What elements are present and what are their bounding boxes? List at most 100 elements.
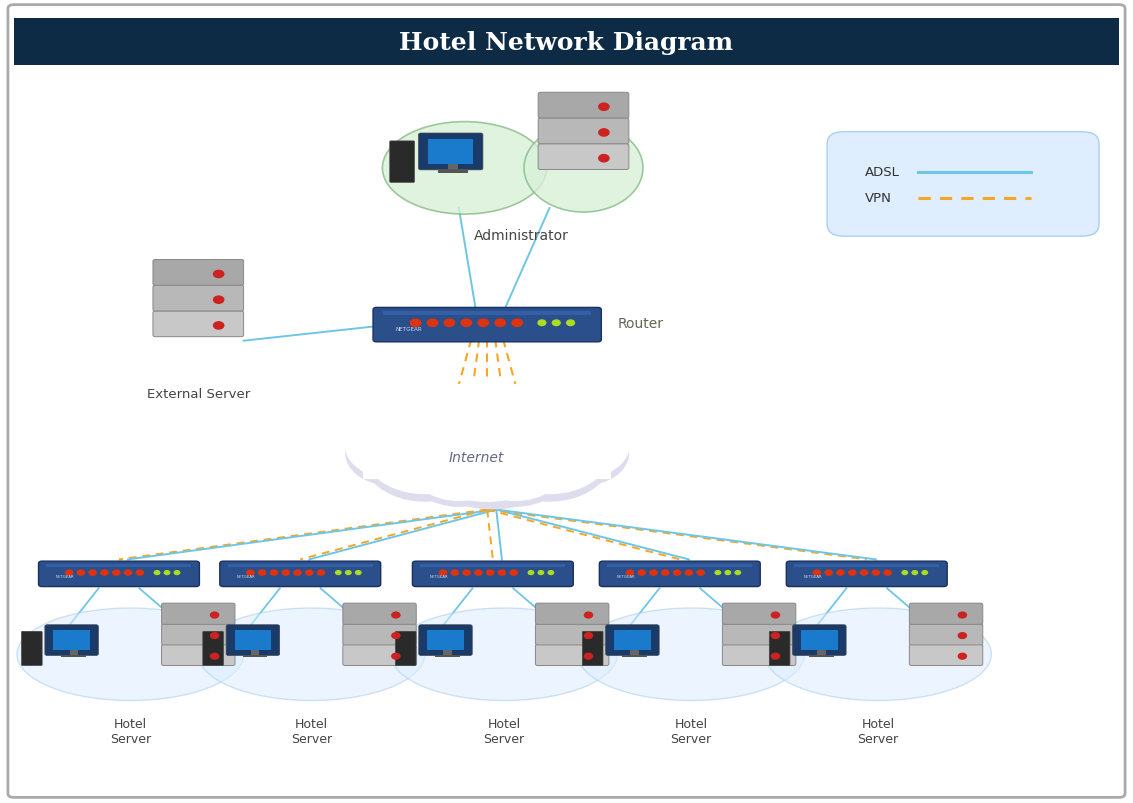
FancyBboxPatch shape (343, 645, 416, 666)
FancyBboxPatch shape (228, 565, 373, 568)
FancyBboxPatch shape (153, 312, 244, 337)
Circle shape (599, 104, 610, 111)
Ellipse shape (578, 609, 804, 700)
Ellipse shape (765, 609, 991, 700)
Circle shape (813, 570, 820, 576)
Circle shape (538, 422, 629, 486)
FancyBboxPatch shape (622, 654, 647, 658)
Circle shape (825, 570, 833, 576)
FancyBboxPatch shape (46, 565, 191, 568)
FancyBboxPatch shape (383, 312, 591, 316)
FancyBboxPatch shape (910, 624, 982, 645)
Ellipse shape (383, 122, 547, 214)
Circle shape (872, 570, 879, 576)
Circle shape (174, 571, 180, 575)
Circle shape (585, 633, 593, 638)
Circle shape (662, 570, 668, 576)
FancyBboxPatch shape (449, 165, 458, 172)
FancyBboxPatch shape (723, 603, 795, 625)
Text: Hotel
Server: Hotel Server (858, 717, 898, 745)
FancyBboxPatch shape (606, 625, 659, 655)
FancyBboxPatch shape (235, 630, 271, 650)
Text: Hotel
Server: Hotel Server (671, 717, 712, 745)
Circle shape (282, 570, 289, 576)
FancyBboxPatch shape (538, 145, 629, 170)
FancyBboxPatch shape (794, 565, 939, 568)
Circle shape (77, 570, 85, 576)
FancyBboxPatch shape (153, 260, 244, 286)
Circle shape (685, 570, 692, 576)
Circle shape (154, 571, 160, 575)
Circle shape (772, 613, 780, 618)
Text: NETGEAR: NETGEAR (616, 575, 634, 579)
Circle shape (902, 571, 908, 575)
FancyBboxPatch shape (22, 631, 42, 666)
Text: External Server: External Server (146, 387, 250, 400)
Circle shape (392, 613, 400, 618)
Circle shape (959, 654, 966, 659)
FancyBboxPatch shape (910, 645, 982, 666)
FancyBboxPatch shape (438, 170, 468, 173)
Text: Hotel
Server: Hotel Server (110, 717, 151, 745)
Circle shape (466, 430, 565, 501)
Circle shape (487, 414, 612, 502)
FancyBboxPatch shape (14, 19, 1119, 66)
Circle shape (392, 633, 400, 638)
Circle shape (211, 654, 219, 659)
Ellipse shape (391, 609, 617, 700)
FancyBboxPatch shape (53, 630, 90, 650)
Circle shape (213, 322, 223, 329)
Text: Hotel
Server: Hotel Server (291, 717, 332, 745)
Text: ADSL: ADSL (864, 166, 900, 179)
Circle shape (363, 406, 487, 494)
FancyBboxPatch shape (242, 654, 267, 658)
Text: Hotel Network Diagram: Hotel Network Diagram (400, 31, 733, 55)
FancyBboxPatch shape (412, 561, 573, 587)
Text: Router: Router (617, 316, 664, 331)
Text: VPN: VPN (864, 192, 892, 205)
Circle shape (538, 571, 544, 575)
Text: NETGEAR: NETGEAR (429, 575, 448, 579)
FancyBboxPatch shape (769, 631, 790, 666)
FancyBboxPatch shape (427, 630, 463, 650)
FancyBboxPatch shape (536, 624, 608, 645)
Circle shape (725, 571, 731, 575)
Circle shape (461, 320, 471, 327)
FancyBboxPatch shape (395, 631, 416, 666)
FancyBboxPatch shape (827, 132, 1099, 237)
Circle shape (101, 570, 108, 576)
Circle shape (837, 570, 844, 576)
FancyBboxPatch shape (607, 565, 752, 568)
Circle shape (112, 570, 120, 576)
Circle shape (271, 570, 278, 576)
Text: Hotel
Server: Hotel Server (484, 717, 525, 745)
Circle shape (346, 571, 351, 575)
Circle shape (697, 570, 705, 576)
Text: NETGEAR: NETGEAR (397, 326, 423, 332)
Circle shape (346, 422, 436, 486)
Circle shape (510, 570, 518, 576)
Circle shape (211, 633, 219, 638)
Circle shape (466, 437, 565, 507)
FancyBboxPatch shape (250, 650, 259, 656)
Circle shape (402, 381, 572, 502)
Circle shape (548, 571, 554, 575)
Circle shape (884, 570, 892, 576)
Circle shape (409, 430, 509, 501)
Circle shape (553, 320, 560, 326)
FancyBboxPatch shape (343, 624, 416, 645)
Circle shape (427, 320, 437, 327)
Circle shape (213, 271, 223, 278)
Circle shape (566, 320, 574, 326)
Circle shape (463, 570, 470, 576)
FancyBboxPatch shape (203, 631, 223, 666)
FancyBboxPatch shape (153, 286, 244, 312)
FancyBboxPatch shape (536, 645, 608, 666)
FancyBboxPatch shape (61, 654, 86, 658)
Text: NETGEAR: NETGEAR (56, 575, 74, 579)
Circle shape (392, 654, 400, 659)
FancyBboxPatch shape (435, 654, 460, 658)
Circle shape (599, 155, 610, 162)
Circle shape (258, 570, 266, 576)
FancyBboxPatch shape (809, 654, 834, 658)
